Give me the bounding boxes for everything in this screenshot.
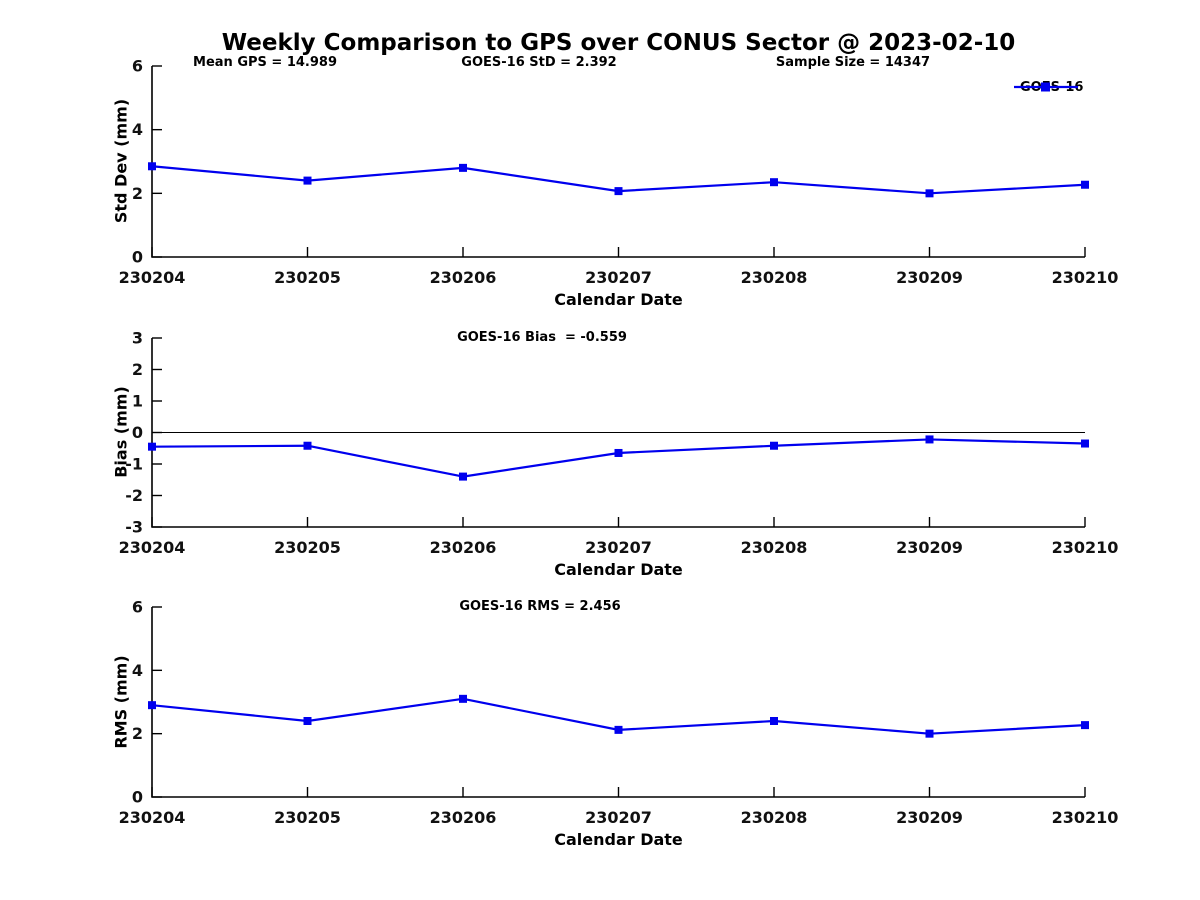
data-point-marker — [1081, 721, 1089, 730]
data-point-marker — [459, 163, 467, 172]
data-point-marker — [1081, 439, 1089, 448]
y-tick-label: 4 — [132, 120, 143, 139]
x-tick-label: 230206 — [430, 538, 497, 557]
data-point-marker — [614, 448, 623, 457]
y-tick-label: -3 — [125, 518, 143, 537]
data-point-marker — [459, 472, 467, 481]
axis-spines — [151, 66, 1085, 258]
x-tick-label: 230206 — [430, 808, 497, 827]
x-axis-label-3: Calendar Date — [554, 830, 683, 849]
stat-sample-size: Sample Size = 14347 — [775, 55, 931, 70]
data-point-marker — [148, 442, 156, 451]
data-point-marker — [614, 187, 623, 196]
x-tick-label: 230206 — [430, 268, 497, 287]
y-axis-label-bias: Bias (mm) — [111, 386, 131, 478]
data-point-marker — [925, 189, 934, 198]
x-tick-label: 230209 — [896, 808, 963, 827]
y-tick-label: -2 — [125, 486, 143, 505]
series-line-goes-16 — [150, 438, 1087, 478]
data-point-marker — [303, 441, 312, 450]
chart-title: Weekly Comparison to GPS over CONUS Sect… — [221, 30, 1016, 56]
x-tick-label: 230208 — [741, 538, 808, 557]
stat-goes16-std: GOES-16 StD = 2.392 — [461, 55, 617, 70]
x-axis-label-2: Calendar Date — [554, 560, 683, 579]
data-point-marker — [303, 176, 312, 185]
y-axis-label-rms: RMS (mm) — [111, 655, 131, 749]
x-tick-label: 230208 — [741, 808, 808, 827]
x-tick-label: 230207 — [585, 538, 652, 557]
data-point-marker — [925, 435, 934, 444]
y-tick-label: 4 — [132, 661, 143, 680]
x-tick-label: 230205 — [274, 538, 341, 557]
data-point-marker — [614, 725, 623, 734]
data-point-marker — [770, 441, 778, 450]
y-tick-label: 6 — [132, 598, 143, 617]
data-point-marker — [925, 729, 934, 738]
x-tick-label: 230208 — [741, 268, 808, 287]
x-tick-label: 230209 — [896, 538, 963, 557]
y-tick-label: 2 — [132, 184, 143, 203]
x-tick-label: 230207 — [585, 808, 652, 827]
y-tick-label: 1 — [132, 392, 143, 411]
x-tick-label: 230209 — [896, 268, 963, 287]
stat-goes16-rms: GOES-16 RMS = 2.456 — [459, 599, 621, 614]
y-tick-label: 3 — [132, 329, 143, 348]
stat-goes16-bias: GOES-16 Bias = -0.559 — [457, 330, 627, 345]
data-point-marker — [770, 717, 778, 725]
x-tick-label: 230205 — [274, 268, 341, 287]
y-tick-label: 2 — [132, 360, 143, 379]
x-tick-label: 230204 — [119, 268, 186, 287]
x-tick-label: 230205 — [274, 808, 341, 827]
data-point-marker — [459, 694, 467, 703]
stat-mean-gps: Mean GPS = 14.989 — [193, 55, 337, 70]
legend: GOES-16 — [1013, 80, 1083, 95]
axis-spines — [151, 607, 1085, 798]
legend-line-sample — [1014, 82, 1078, 92]
x-tick-label: 230207 — [585, 268, 652, 287]
y-tick-label: 0 — [132, 788, 143, 807]
legend-square-marker-icon — [1041, 82, 1050, 92]
x-tick-label: 230210 — [1052, 808, 1119, 827]
y-tick-label: -1 — [125, 455, 143, 474]
x-tick-label: 230204 — [119, 538, 186, 557]
y-tick-label: 0 — [132, 248, 143, 267]
y-tick-label: 6 — [132, 57, 143, 76]
y-tick-label: 0 — [132, 423, 143, 442]
data-point-marker — [303, 717, 312, 725]
data-point-marker — [1081, 180, 1089, 189]
x-tick-label: 230210 — [1052, 268, 1119, 287]
data-point-marker — [770, 178, 778, 187]
x-tick-label: 230210 — [1052, 538, 1119, 557]
data-point-marker — [148, 162, 156, 171]
y-tick-label: 2 — [132, 724, 143, 743]
x-axis-label-1: Calendar Date — [554, 290, 683, 309]
data-point-marker — [148, 701, 156, 710]
x-tick-label: 230204 — [119, 808, 186, 827]
y-axis-label-stddev: Std Dev (mm) — [111, 98, 131, 224]
